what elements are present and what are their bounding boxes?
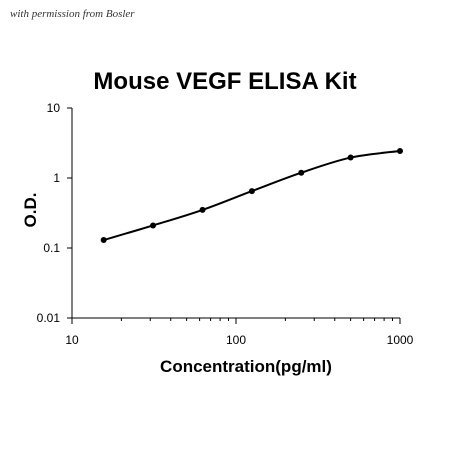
tick-labels: 10 100 1000 0.01 0.1 1 10 [37, 101, 414, 347]
y-tick-label: 0.1 [43, 241, 60, 255]
x-axis-label: Concentration(pg/ml) [160, 357, 332, 376]
tick-marks [67, 107, 401, 324]
data-point [248, 188, 255, 195]
data-point [347, 154, 354, 161]
x-tick-label: 10 [65, 333, 79, 347]
data-points [100, 148, 403, 244]
y-tick-label: 0.01 [37, 311, 61, 325]
data-point [100, 237, 107, 244]
y-tick-label: 10 [47, 101, 61, 115]
x-tick-label: 100 [226, 333, 246, 347]
data-point [150, 222, 157, 229]
data-point [298, 169, 305, 176]
x-tick-label: 1000 [387, 333, 414, 347]
data-point [397, 148, 403, 155]
series-line [103, 150, 401, 241]
watermark-text: with permission from Bosler [10, 8, 135, 20]
chart-title: Mouse VEGF ELISA Kit [93, 68, 357, 95]
axes [71, 108, 400, 319]
y-axis-label: O.D. [21, 193, 40, 228]
y-tick-label: 1 [53, 171, 60, 185]
data-point [199, 206, 206, 213]
